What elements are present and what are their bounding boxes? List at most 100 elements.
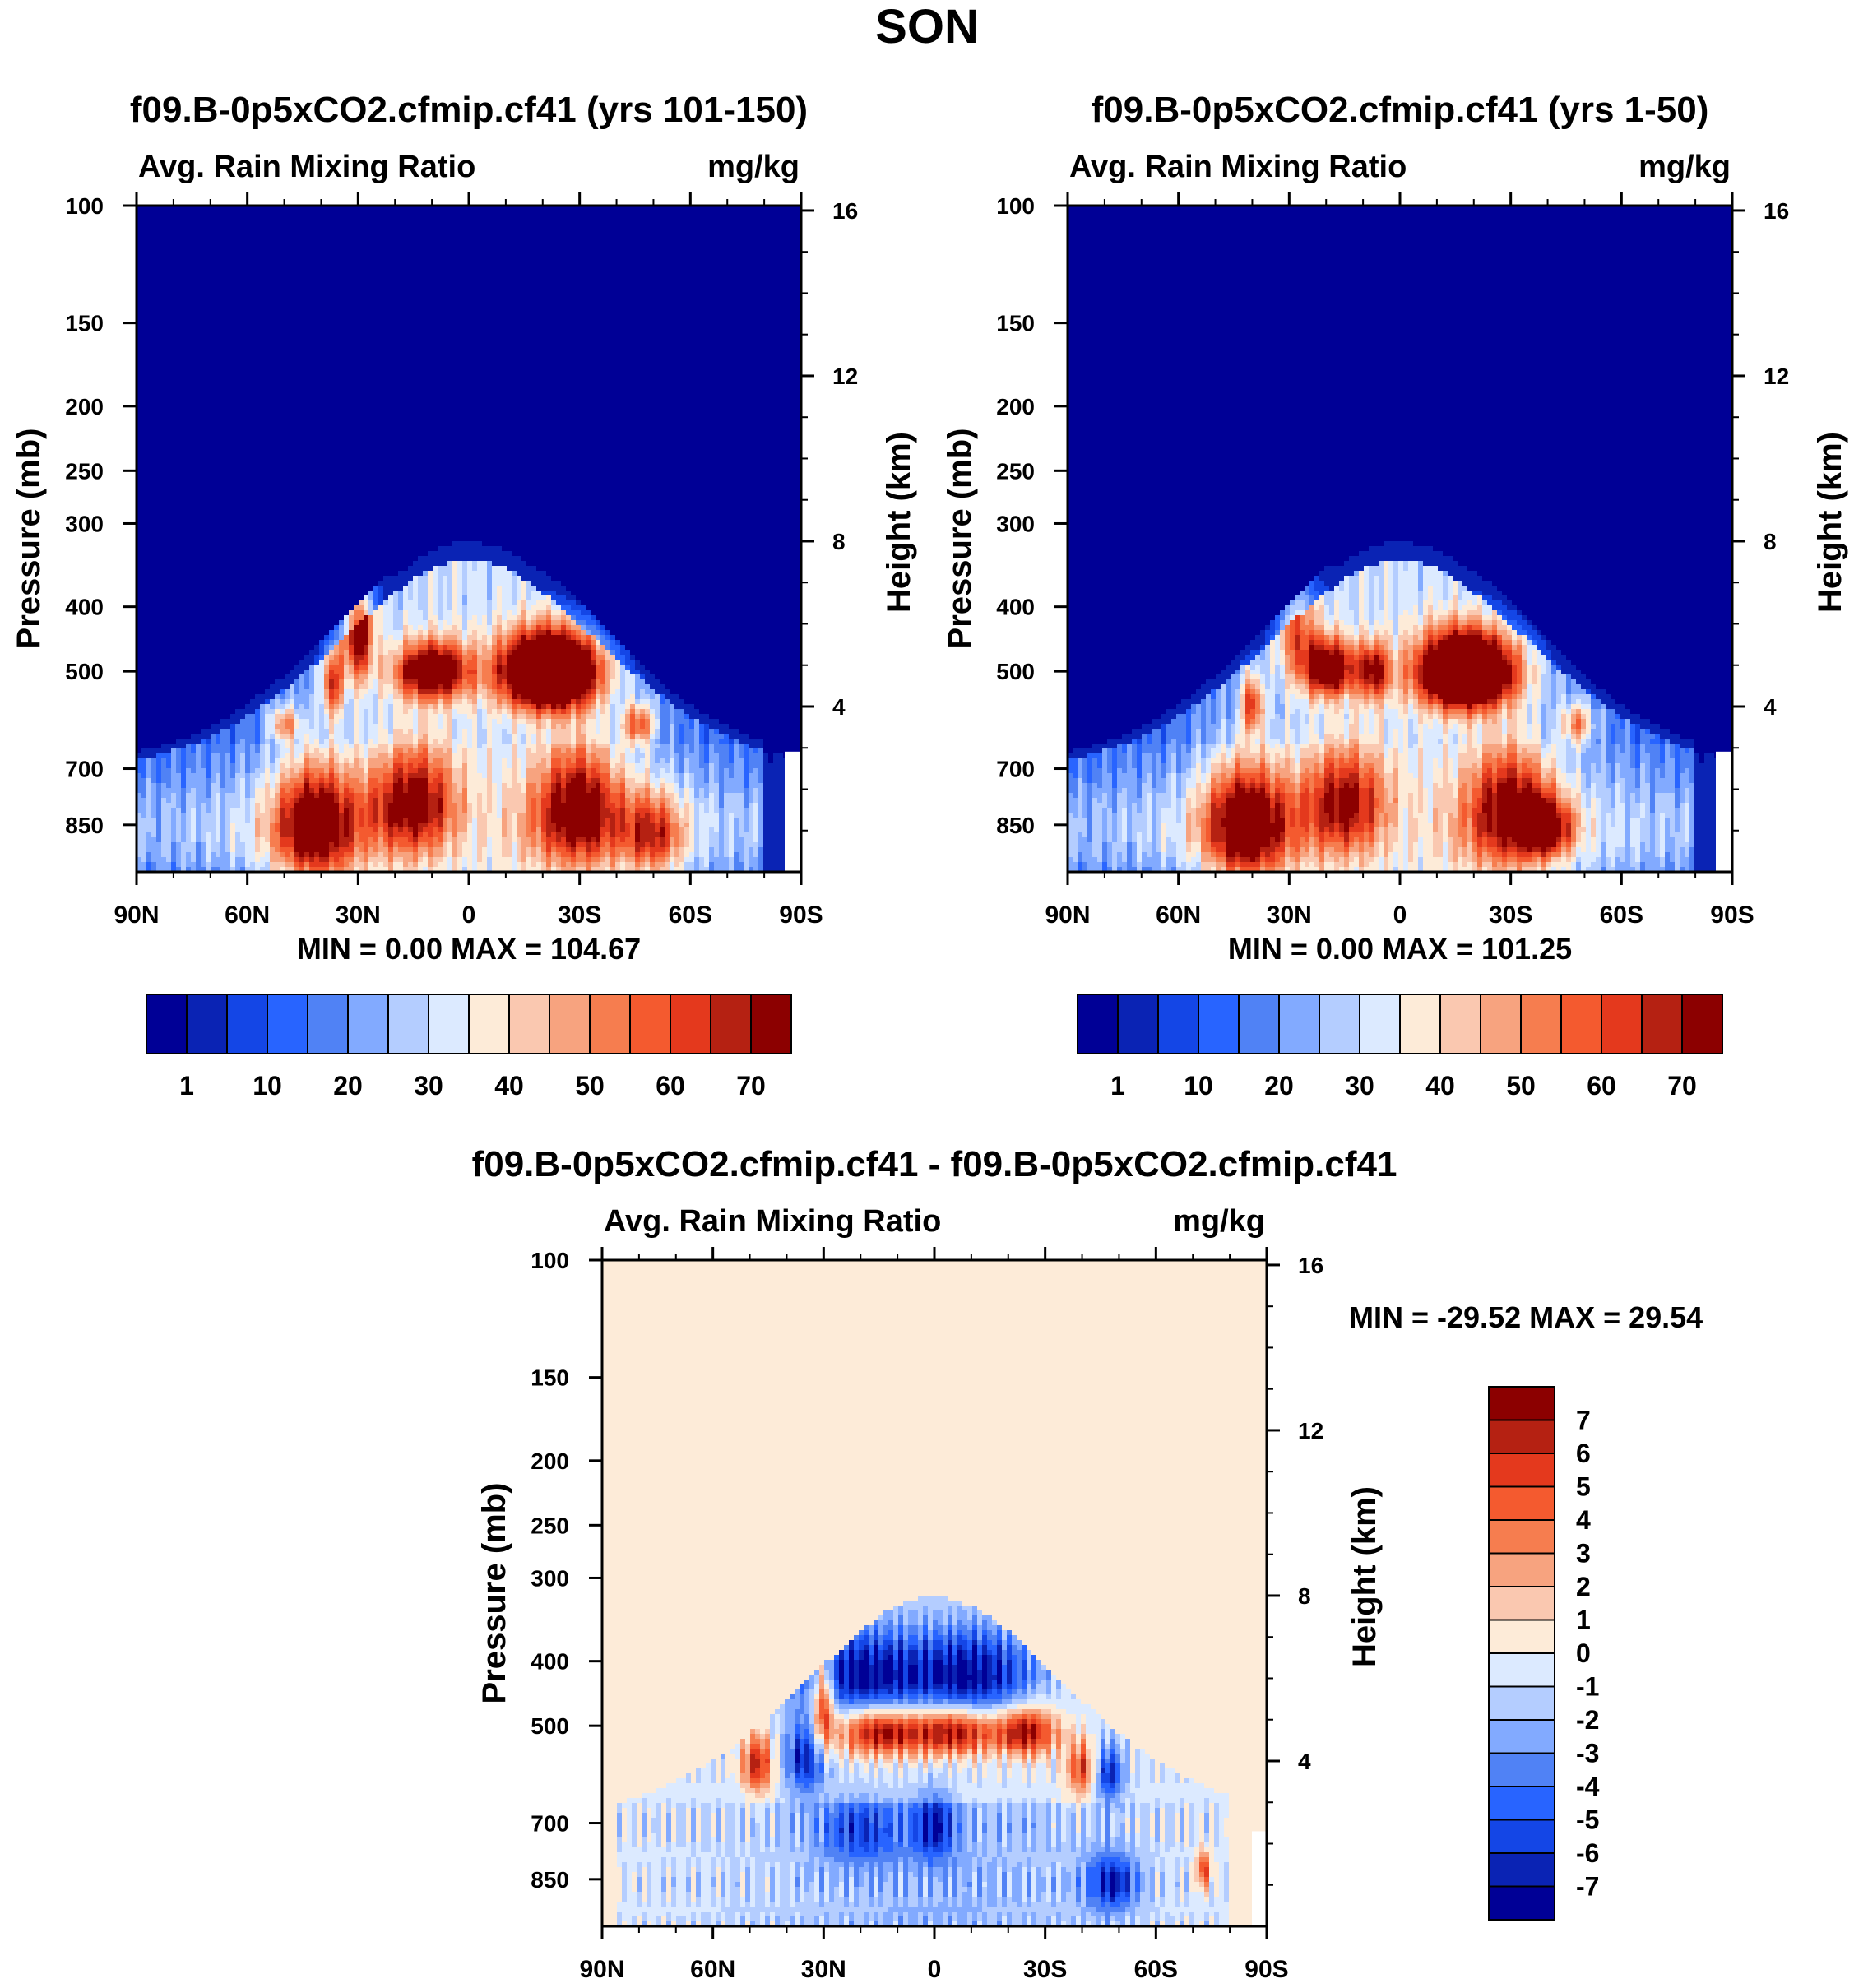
- colorbar-box: [1488, 1819, 1555, 1854]
- x-tick-label: 90N: [1045, 901, 1090, 929]
- colorbar-box: [1560, 994, 1602, 1054]
- colorbar-label: 5: [1576, 1472, 1591, 1502]
- x-tick-label: 30N: [801, 1956, 846, 1983]
- colorbar-box: [1238, 994, 1280, 1054]
- colorbar-box: [1488, 1786, 1555, 1821]
- panel-title: f09.B-0p5xCO2.cfmip.cf41 (yrs 1-50): [1092, 90, 1709, 130]
- colorbar-label: 20: [333, 1071, 363, 1101]
- colorbar-box: [1488, 1885, 1555, 1921]
- contour-field: [137, 206, 802, 873]
- y-tick-label: 100: [531, 1248, 569, 1273]
- contour-field: [602, 1260, 1268, 1927]
- y-right-tick-label: 8: [1764, 529, 1777, 554]
- left-string: Avg. Rain Mixing Ratio: [604, 1204, 941, 1239]
- x-tick-label: 30S: [1489, 901, 1532, 929]
- y-tick-label: 300: [65, 511, 104, 536]
- y-tick-label: 700: [65, 757, 104, 782]
- colorbar-box: [226, 994, 268, 1054]
- y-right-tick-label: 12: [1298, 1418, 1323, 1444]
- x-tick-label: 60S: [1600, 901, 1643, 929]
- y-right-tick-label: 8: [1298, 1583, 1311, 1609]
- y-tick-label: 700: [996, 757, 1035, 782]
- x-tick-label: 60S: [669, 901, 712, 929]
- x-tick-label: 0: [1393, 901, 1407, 929]
- x-tick-label: 60N: [690, 1956, 735, 1983]
- y-tick-label: 200: [531, 1448, 569, 1474]
- colorbar-box: [1488, 1419, 1555, 1454]
- colorbar-box: [549, 994, 591, 1054]
- y-tick-label: 500: [65, 659, 104, 684]
- colorbar-box: [146, 994, 188, 1054]
- colorbar: 1 10 20 30 40 50 60 70: [146, 994, 792, 1101]
- x-tick-label: 90N: [114, 901, 159, 929]
- colorbar-box: [1157, 994, 1199, 1054]
- colorbar-box: [387, 994, 429, 1054]
- colorbar-box: [1681, 994, 1723, 1054]
- colorbar-label: 4: [1576, 1505, 1591, 1535]
- colorbar-label: -3: [1576, 1739, 1599, 1768]
- y-tick-label: 300: [531, 1565, 569, 1591]
- figure-title: SON: [875, 0, 979, 53]
- colorbar-label: 6: [1576, 1439, 1591, 1468]
- colorbar-box: [307, 994, 349, 1054]
- panel-difference: f09.B-0p5xCO2.cfmip.cf41 - f09.B-0p5xCO2…: [472, 1144, 1703, 1983]
- colorbar-box: [1198, 994, 1240, 1054]
- colorbar-label: 40: [1425, 1071, 1455, 1101]
- y-tick-label: 400: [996, 595, 1035, 620]
- y-axis-right-title: Height (km): [1812, 432, 1848, 613]
- y-axis-title: Pressure (mb): [11, 429, 47, 650]
- min-max-stats: MIN = 0.00 MAX = 101.25: [1228, 932, 1572, 966]
- colorbar-box: [1488, 1752, 1555, 1787]
- colorbar-label: -2: [1576, 1705, 1599, 1735]
- colorbar-box: [670, 994, 711, 1054]
- colorbar-label: 3: [1576, 1539, 1591, 1569]
- y-tick-label: 300: [996, 511, 1035, 536]
- x-tick-label: 30S: [1023, 1956, 1067, 1983]
- x-axis: 90N 60N 30N 0 30S 60S 90S: [579, 1247, 1289, 1983]
- colorbar: 7 6 54 3 2 1 0 -1-2 -3 -4 -5-6 -7: [1488, 1386, 1600, 1921]
- y-axis-left: 100 150 200 250 300 400 500 700 850 Pressure (mb): [942, 193, 1068, 838]
- colorbar-label: -1: [1576, 1672, 1599, 1702]
- y-tick-label: 100: [65, 193, 104, 219]
- colorbar-box: [1488, 1453, 1555, 1488]
- min-max-stats: MIN = -29.52 MAX = 29.54: [1349, 1300, 1703, 1334]
- colorbar-label: 1: [179, 1071, 194, 1101]
- y-right-tick-label: 12: [1764, 364, 1789, 389]
- y-right-tick-label: 4: [1764, 694, 1777, 720]
- terrain-mask: [1716, 751, 1732, 872]
- y-tick-label: 250: [996, 458, 1035, 484]
- x-tick-label: 30N: [1267, 901, 1312, 929]
- colorbar-box: [1488, 1652, 1555, 1688]
- x-tick-label: 30S: [558, 901, 601, 929]
- y-tick-label: 700: [531, 1811, 569, 1837]
- colorbar-box: [1117, 994, 1159, 1054]
- colorbar-box: [750, 994, 792, 1054]
- x-tick-label: 90S: [779, 901, 823, 929]
- y-axis-title: Pressure (mb): [476, 1483, 512, 1704]
- colorbar-label: 70: [736, 1071, 766, 1101]
- colorbar-box: [267, 994, 308, 1054]
- colorbar-box: [1488, 1619, 1555, 1654]
- colorbar-label: 0: [1576, 1638, 1591, 1668]
- y-tick-label: 500: [996, 659, 1035, 684]
- colorbar-box: [710, 994, 752, 1054]
- y-axis-right: 16 12 8 4 Height (km): [1267, 1253, 1383, 1886]
- colorbar-box: [428, 994, 470, 1054]
- y-tick-label: 400: [531, 1649, 569, 1675]
- colorbar-box: [186, 994, 228, 1054]
- colorbar-label: 60: [1587, 1071, 1616, 1101]
- colorbar-label: 30: [414, 1071, 443, 1101]
- colorbar-label: -4: [1576, 1772, 1600, 1801]
- x-tick-label: 30N: [336, 901, 381, 929]
- colorbar-box: [1520, 994, 1562, 1054]
- x-tick-label: 60N: [1156, 901, 1201, 929]
- x-tick-label: 60N: [225, 901, 270, 929]
- colorbar-box: [1488, 1386, 1555, 1421]
- y-tick-label: 150: [996, 311, 1035, 336]
- colorbar-label: 50: [575, 1071, 605, 1101]
- colorbar-box: [1488, 1485, 1555, 1521]
- colorbar-box: [1439, 994, 1481, 1054]
- y-right-tick-label: 8: [832, 529, 846, 554]
- y-axis-right: 16 12 8 4 Height (km): [801, 198, 917, 832]
